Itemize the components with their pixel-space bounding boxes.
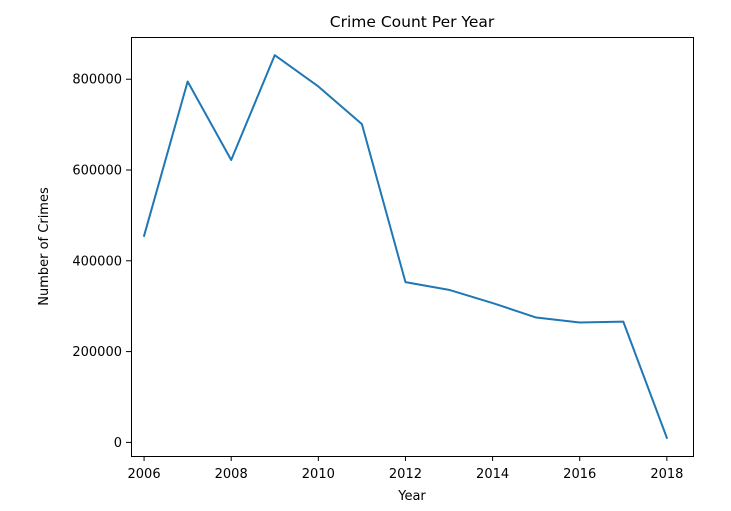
axis-ticks: 2006 2008 2010 2012 2014 2016 2018 0 200000 40000… (72, 73, 683, 482)
y-tick-label: 400000 (72, 254, 122, 269)
y-tick-label: 800000 (72, 73, 122, 88)
x-tick-label: 2014 (476, 467, 509, 482)
x-tick-label: 2010 (302, 467, 335, 482)
y-axis-title: Number of Crimes (37, 187, 52, 306)
x-axis-title: Year (397, 489, 426, 504)
x-tick-label: 2018 (650, 467, 683, 482)
plot-frame (131, 37, 694, 457)
x-tick-label: 2012 (389, 467, 422, 482)
series-line (142, 54, 669, 440)
y-tick-label: 600000 (72, 164, 122, 179)
x-tick-label: 2008 (215, 467, 248, 482)
y-tick-label: 200000 (72, 345, 122, 360)
x-tick-label: 2016 (563, 467, 596, 482)
chart-title: Crime Count Per Year (330, 13, 495, 31)
series-layer (142, 54, 669, 440)
x-tick-label: 2006 (128, 467, 161, 482)
y-tick-label: 0 (114, 436, 122, 451)
